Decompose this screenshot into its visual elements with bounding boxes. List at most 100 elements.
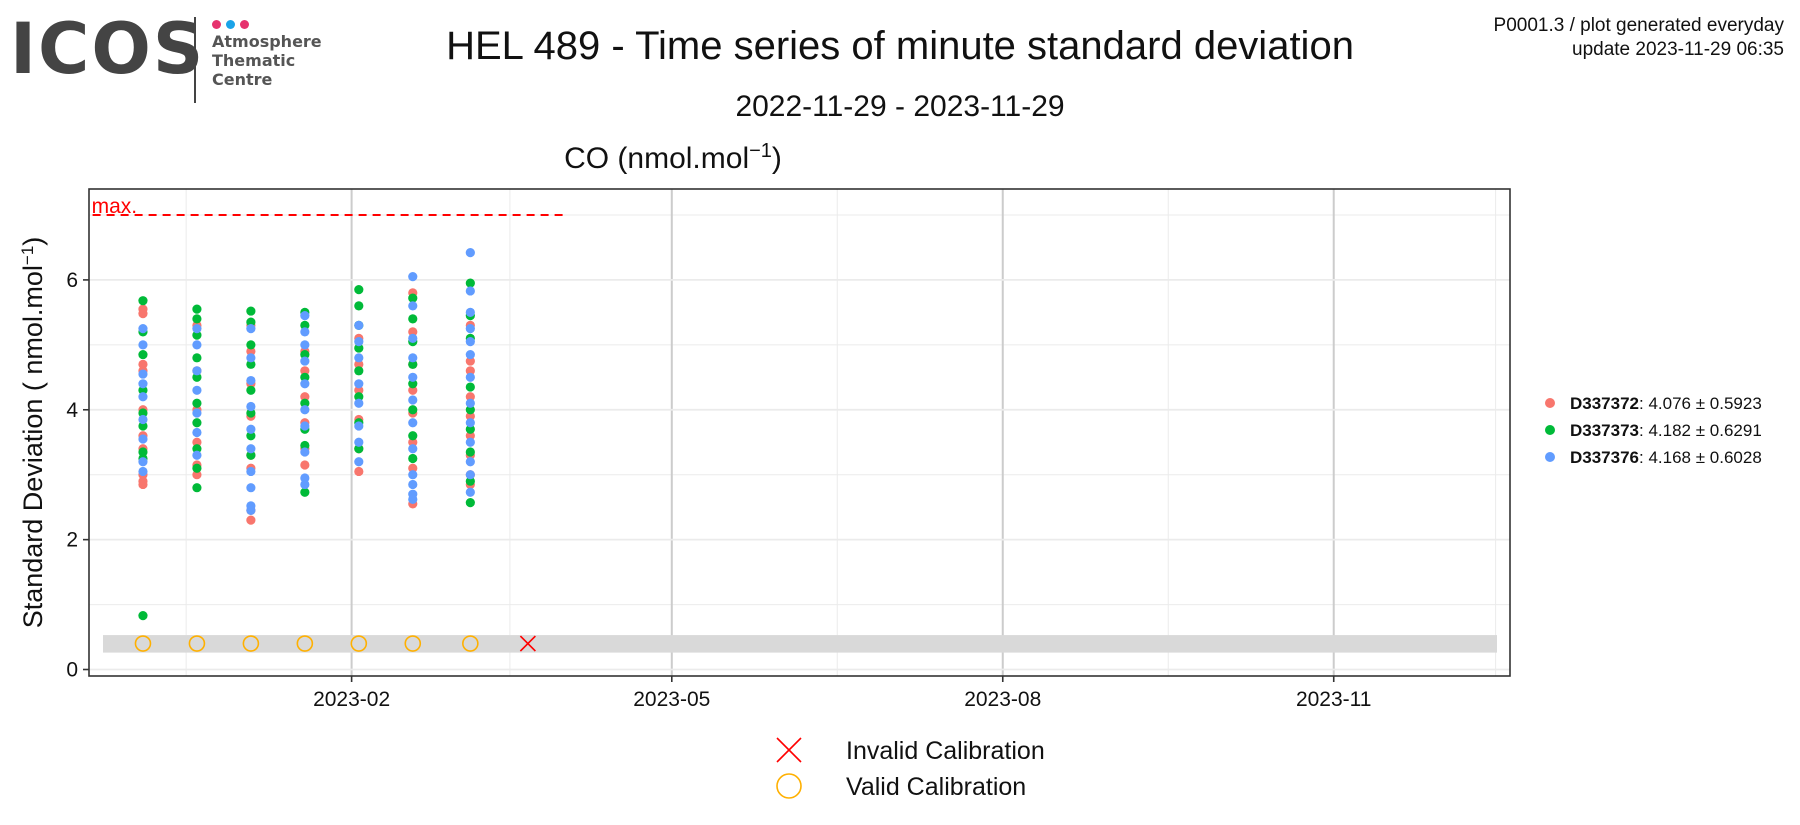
data-point [408, 385, 418, 395]
data-point [465, 356, 475, 366]
data-point [192, 437, 202, 447]
data-point [192, 427, 202, 438]
data-point [246, 375, 256, 386]
data-point [138, 414, 148, 425]
plot-border [88, 188, 1511, 677]
data-point [192, 366, 202, 376]
data-point [246, 515, 256, 525]
logo-dot [240, 20, 249, 29]
data-point [138, 309, 148, 319]
data-point [465, 411, 475, 421]
legend-label: D337376: 4.168 ± 0.6028 [1570, 448, 1762, 467]
legend-cross [776, 737, 802, 763]
data-point [465, 336, 475, 347]
legend-swatch [1545, 452, 1555, 462]
legend-series-stats: : 4.076 ± 0.5923 [1639, 394, 1762, 413]
data-point [465, 431, 475, 441]
data-point [192, 385, 202, 395]
logo-line-3: Centre [212, 70, 273, 89]
data-point [138, 434, 148, 444]
data-point [408, 453, 418, 464]
legend-label: D337373: 4.182 ± 0.6291 [1570, 421, 1762, 440]
data-point [300, 421, 310, 431]
data-point [408, 437, 418, 447]
points-layer [138, 248, 475, 621]
data-point [192, 372, 202, 382]
data-point [465, 437, 475, 447]
data-point [138, 324, 148, 334]
data-point [354, 437, 364, 447]
chart-title-text: CO (nmol.mol [564, 142, 750, 175]
cross-stroke [519, 635, 536, 652]
data-point [465, 424, 475, 434]
data-point [408, 470, 418, 480]
logo-line-2: Thematic [212, 51, 296, 70]
data-point [192, 330, 202, 340]
data-point [138, 296, 148, 306]
data-point [408, 479, 418, 490]
legend-item-d337373: D337373: 4.182 ± 0.6291 [1545, 421, 1762, 440]
data-point [465, 372, 475, 382]
legend-item-d337376: D337376: 4.168 ± 0.6028 [1545, 448, 1762, 467]
valid-calibration-marker [188, 635, 206, 652]
data-point [354, 343, 364, 353]
grid-layer [89, 189, 1510, 676]
data-point [408, 494, 418, 504]
calibration-band [103, 635, 1497, 653]
data-point [465, 476, 475, 486]
data-point [354, 353, 364, 363]
data-point [354, 392, 364, 402]
data-point [465, 278, 475, 288]
data-point [300, 473, 310, 483]
data-point [300, 460, 310, 470]
valid-calibration-marker [296, 635, 314, 652]
data-point [465, 382, 475, 392]
data-point [192, 314, 202, 324]
data-point [246, 385, 256, 395]
data-point [465, 487, 475, 497]
data-point [465, 470, 475, 480]
y-axis-label: Standard Deviation ( nmol.mol−1) [18, 237, 49, 629]
data-point [408, 359, 418, 369]
data-point [465, 405, 475, 415]
data-point [300, 327, 310, 337]
data-point [300, 366, 310, 376]
data-point [246, 408, 256, 418]
data-point [300, 320, 310, 330]
calibration-band-layer [103, 635, 1497, 653]
legend-valid-label: Valid Calibration [846, 773, 1026, 801]
data-point [408, 405, 418, 415]
data-point [138, 611, 148, 621]
data-point [408, 463, 418, 473]
y-axis-label-text: Standard Deviation ( nmol.mol [18, 265, 48, 628]
data-point [408, 431, 418, 441]
legend-series-stats: : 4.182 ± 0.6291 [1639, 421, 1762, 440]
data-point [354, 336, 364, 347]
valid-calibration-marker [350, 635, 368, 652]
data-point [465, 349, 475, 360]
plot-panel [89, 189, 1510, 676]
data-point [408, 353, 418, 363]
data-point [354, 385, 364, 395]
x-tick-label: 2023-02 [313, 688, 390, 711]
data-point [354, 457, 364, 467]
data-point [192, 483, 202, 493]
data-point [246, 306, 256, 316]
data-point [354, 444, 364, 454]
data-point [300, 349, 310, 360]
data-point [192, 398, 202, 408]
data-point [465, 286, 475, 296]
data-point [192, 340, 202, 350]
legend-item-invalid-calibration: Invalid Calibration [776, 737, 1045, 765]
x-tick-label: 2023-08 [964, 688, 1041, 711]
data-point [465, 307, 475, 317]
data-point [246, 424, 256, 434]
logo-dots [212, 16, 254, 34]
data-point [138, 457, 148, 467]
page-title: HEL 489 - Time series of minute standard… [446, 24, 1354, 68]
data-point [246, 483, 256, 493]
legend-invalid-label: Invalid Calibration [846, 737, 1045, 765]
data-point [354, 359, 364, 369]
data-point [192, 408, 202, 418]
